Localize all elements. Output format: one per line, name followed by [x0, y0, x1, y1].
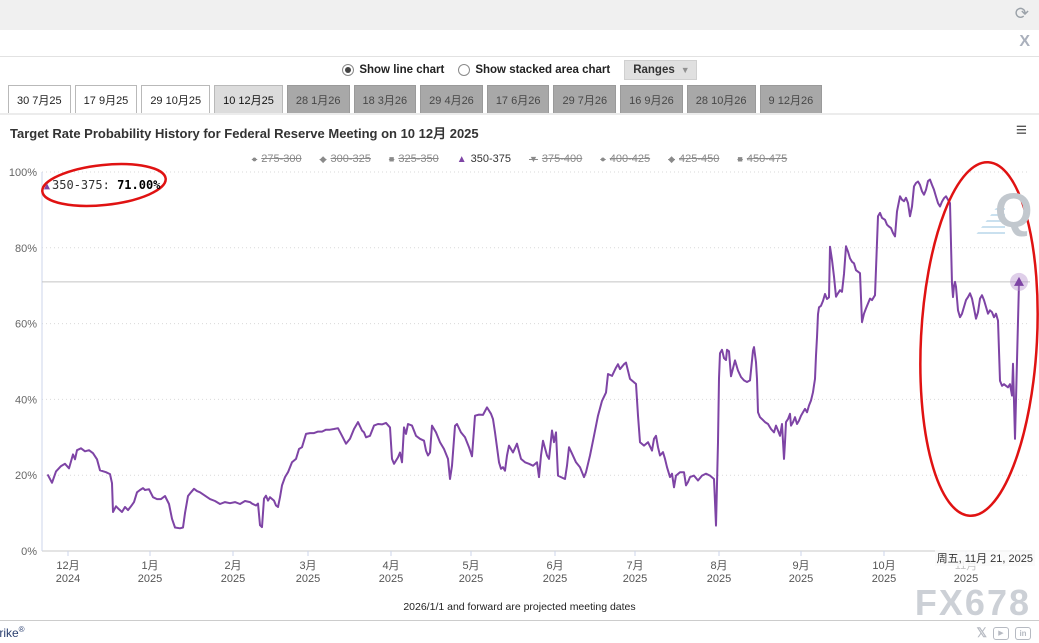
x-axis-month-label: 4月 [382, 560, 399, 572]
x-axis-year-label: 2025 [138, 573, 162, 585]
tab-meeting-29-10月25[interactable]: 29 10月25 [141, 85, 211, 115]
social-links: 𝕏 ▶ in [977, 625, 1031, 641]
share-bar: X [0, 30, 1039, 57]
diamond-icon: ◆ [668, 154, 676, 164]
annotation-ellipse-2 [919, 160, 1039, 518]
projected-dates-footnote: 2026/1/1 and forward are projected meeti… [403, 601, 636, 613]
legend-item-450-475[interactable]: ■ 450-475 [737, 153, 788, 165]
tab-meeting-9-12月26[interactable]: 9 12月26 [759, 85, 823, 115]
series-line-350-375 [47, 178, 1020, 530]
annotation-ellipse-1 [41, 162, 167, 208]
x-axis-year-label: 2025 [296, 573, 320, 585]
x-axis-month-label: 12月 [56, 560, 79, 572]
quikstrike-brand-text: trike® [0, 625, 25, 640]
y-axis-label-80%: 80% [15, 243, 37, 255]
x-axis-month-label: 8月 [710, 560, 727, 572]
y-axis-label-20%: 20% [15, 470, 37, 482]
triangle-down-icon: ▼ [528, 154, 538, 164]
last-point-marker [1014, 276, 1024, 286]
chevron-down-icon: ▼ [680, 65, 690, 75]
triangle-up-icon: ▲ [456, 154, 467, 165]
tab-meeting-28-1月26[interactable]: 28 1月26 [286, 85, 350, 115]
circle-icon: ● [600, 154, 606, 164]
tooltip-value: 71.00% [117, 178, 161, 192]
youtube-icon[interactable]: ▶ [993, 626, 1009, 640]
square-icon: ■ [388, 154, 395, 164]
ranges-label: Ranges [633, 64, 675, 76]
chart-menu-icon[interactable]: ≡ [1015, 120, 1027, 141]
bottom-bar: trike® 𝕏 ▶ in [0, 620, 1039, 643]
tab-meeting-30-7月25[interactable]: 30 7月25 [8, 85, 71, 115]
x-axis-year-label: 2025 [789, 573, 813, 585]
quikstrike-logo: Q [975, 185, 1035, 242]
legend-item-375-400[interactable]: ▼ 375-400 [528, 153, 583, 165]
x-axis-month-label: 6月 [546, 560, 563, 572]
diamond-icon: ◆ [319, 154, 327, 164]
x-axis-month-label: 7月 [626, 560, 643, 572]
chart-title: Target Rate Probability History for Fede… [10, 126, 479, 141]
radio-stacked-area-chart[interactable]: Show stacked area chart [458, 64, 610, 76]
radio-area-label: Show stacked area chart [475, 64, 611, 76]
x-axis-year-label: 2025 [543, 573, 567, 585]
quikstrike-q-icon: Q [995, 185, 1033, 238]
probability-line-chart[interactable]: 0%20%40%60%80%100%12月20241月20252月20253月2… [0, 115, 1039, 622]
x-axis-year-label: 2025 [707, 573, 731, 585]
fx678-watermark: FX678 [914, 582, 1031, 623]
circle-icon: ● [251, 154, 258, 164]
radio-line-chart[interactable]: Show line chart [342, 64, 444, 76]
legend-item-300-325[interactable]: ◆ 300-325 [319, 153, 371, 165]
crosshair-date-label: 周五, 11月 21, 2025 [934, 550, 1035, 566]
chart-type-controls: Show line chart Show stacked area chart … [0, 58, 1039, 82]
x-axis-month-label: 2月 [224, 560, 241, 572]
radio-line-label: Show line chart [359, 64, 445, 76]
x-axis-year-label: 2024 [56, 573, 80, 585]
x-axis-year-label: 2025 [459, 573, 483, 585]
x-axis-year-label: 2025 [872, 573, 896, 585]
radio-area-dot[interactable] [458, 64, 471, 76]
tab-meeting-18-3月26[interactable]: 18 3月26 [353, 85, 417, 115]
radio-line-dot[interactable] [342, 64, 355, 76]
x-axis-month-label: 1月 [141, 560, 158, 572]
tab-meeting-29-4月26[interactable]: 29 4月26 [420, 85, 483, 115]
tab-meeting-17-6月26[interactable]: 17 6月26 [486, 85, 550, 115]
x-axis-month-label: 9月 [792, 560, 809, 572]
x-axis-year-label: 2025 [623, 573, 647, 585]
chart-section: Target Rate Probability History for Fede… [0, 113, 1039, 623]
legend-item-400-425[interactable]: ● 400-425 [600, 153, 651, 165]
legend-item-275-300[interactable]: ● 275-300 [251, 153, 302, 165]
legend-item-325-350[interactable]: ■ 325-350 [388, 153, 439, 165]
x-axis-month-label: 5月 [462, 560, 479, 572]
legend-item-350-375[interactable]: ▲ 350-375 [456, 153, 511, 165]
y-axis-label-0%: 0% [21, 546, 37, 558]
ranges-dropdown[interactable]: Ranges ▼ [624, 60, 697, 80]
meeting-date-tabs: 30 7月25 17 9月25 29 10月25 10 12月25 28 1月26 18 … [8, 85, 823, 115]
legend-item-425-450[interactable]: ◆ 425-450 [668, 153, 720, 165]
tab-meeting-29-7月26[interactable]: 29 7月26 [553, 85, 617, 115]
refresh-icon[interactable]: ⟳ [1014, 4, 1029, 23]
square-icon: ■ [737, 154, 743, 164]
tab-meeting-10-12月25[interactable]: 10 12月25 [214, 85, 283, 115]
y-axis-label-60%: 60% [15, 319, 37, 331]
tooltip-range: 350-375: [52, 178, 110, 192]
tab-meeting-28-10月26[interactable]: 28 10月26 [686, 85, 756, 115]
x-axis-year-label: 2025 [221, 573, 245, 585]
x-axis-month-label: 10月 [872, 560, 895, 572]
chart-legend: ● 275-300 ◆ 300-325 ■ 325-350 ▲ 350-375 ▼ 375-400… [0, 153, 1039, 165]
tab-meeting-17-9月25[interactable]: 17 9月25 [74, 85, 138, 115]
share-x-icon[interactable]: X [1019, 33, 1030, 50]
y-axis-label-40%: 40% [15, 394, 37, 406]
twitter-x-icon[interactable]: 𝕏 [976, 625, 987, 640]
x-axis-year-label: 2025 [379, 573, 403, 585]
hover-tooltip: ▲ 350-375: 71.00% [44, 178, 160, 192]
top-toolbar: ⟳ [0, 0, 1039, 30]
x-axis-year-label: 2025 [954, 573, 978, 585]
linkedin-icon[interactable]: in [1015, 626, 1031, 640]
x-axis-month-label: 3月 [299, 560, 316, 572]
series-marker-icon: ▲ [44, 181, 51, 192]
y-axis-label-100%: 100% [9, 167, 37, 179]
tab-meeting-16-9月26[interactable]: 16 9月26 [620, 85, 683, 115]
